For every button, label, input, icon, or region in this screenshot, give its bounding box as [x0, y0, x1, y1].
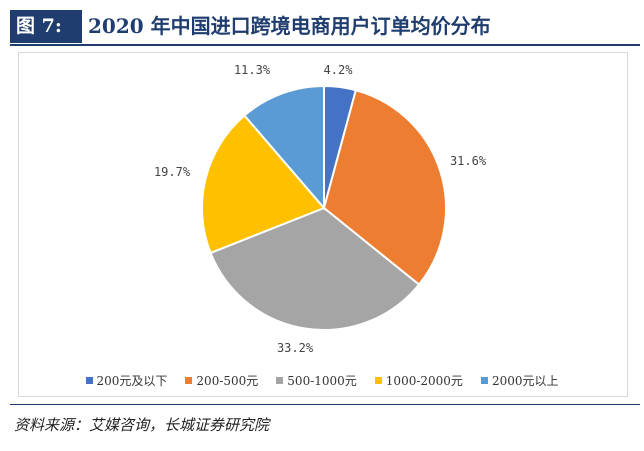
legend-swatch-1: [85, 376, 93, 384]
legend-swatch-5: [480, 376, 488, 384]
legend-swatch-3: [276, 376, 284, 384]
legend-item-5: 2000元以上: [480, 370, 559, 390]
legend-label-1: 200元及以下: [96, 373, 168, 388]
pie-slice-5: [243, 84, 325, 211]
pie-slice-4: [201, 114, 326, 255]
chart-legend: 200元及以下 200-500元 500-1000元 1000-2000元 2000元以…: [0, 370, 644, 390]
chart-title: 2020 年中国进口跨境电商用户订单均价分布: [88, 14, 491, 38]
slice-label-2: 31.6%: [450, 154, 487, 168]
legend-label-2: 200-500元: [196, 373, 259, 388]
legend-item-3: 500-1000元: [276, 370, 357, 390]
legend-label-3: 500-1000元: [287, 373, 357, 388]
legend-label-5: 2000元以上: [491, 373, 559, 388]
slice-label-5: 11.3%: [234, 63, 271, 77]
legend-label-4: 1000-2000元: [385, 373, 463, 388]
legend-item-1: 200元及以下: [85, 370, 168, 390]
slice-label-1: 4.2%: [324, 63, 354, 77]
legend-swatch-4: [374, 376, 382, 384]
legend-item-4: 1000-2000元: [374, 370, 463, 390]
pie-slice-3: [209, 206, 421, 331]
legend-item-2: 200-500元: [185, 370, 258, 390]
source-note: 资料来源：艾媒咨询，长城证券研究院: [14, 416, 270, 434]
slice-label-3: 33.2%: [277, 341, 314, 355]
slice-label-4: 19.7%: [154, 165, 191, 179]
figure-header: 图 7: 2020 年中国进口跨境电商用户订单均价分布: [0, 0, 644, 44]
chart-frame: [18, 52, 628, 397]
figure-label: 图 7:: [10, 10, 82, 43]
header-divider: [10, 44, 640, 46]
legend-swatch-2: [185, 376, 193, 384]
footer-divider: [10, 404, 640, 405]
pie-slice-2: [322, 88, 447, 286]
